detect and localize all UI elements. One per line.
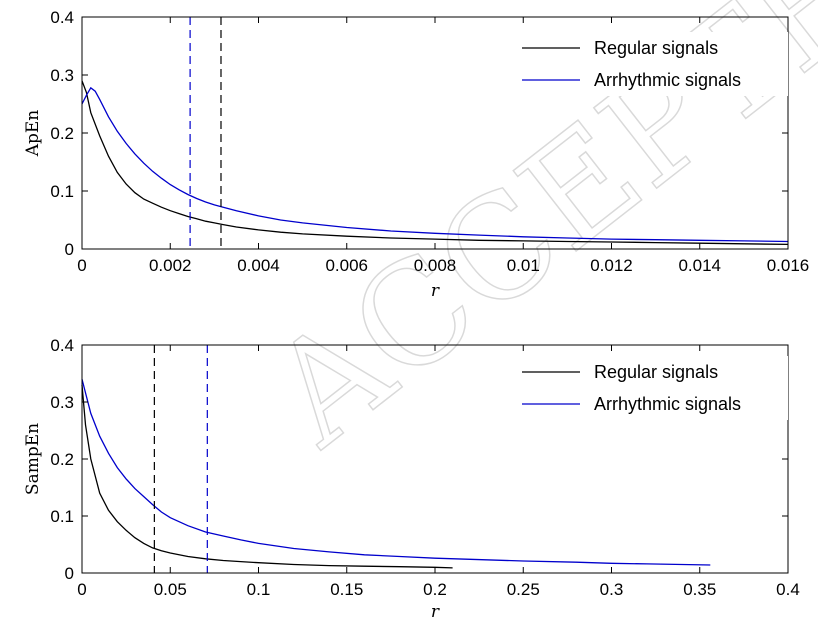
y-axis-label: ApEn <box>23 110 43 158</box>
x-tick-label: 0.004 <box>237 256 280 275</box>
x-tick-label: 0.3 <box>600 580 624 599</box>
legend-label: Arrhythmic signals <box>594 394 741 414</box>
x-tick-label: 0.4 <box>776 580 800 599</box>
x-tick-label: 0.012 <box>590 256 633 275</box>
apen-panel: 0 0.002 0.004 0.006 0.008 0.01 0.012 0.014 0.016… <box>23 8 809 301</box>
x-tick-label: 0 <box>77 256 86 275</box>
x-tick-label: 0 <box>77 580 86 599</box>
sampen-panel: 0 0.05 0.1 0.15 0.2 0.25 0.3 0.35 0.4 0 0.1 0.2 0.3 0… <box>23 336 800 622</box>
x-tick-label: 0.1 <box>247 580 271 599</box>
x-tick-label: 0.25 <box>507 580 540 599</box>
y-tick-label: 0.1 <box>50 182 74 201</box>
y-tick-label: 0 <box>65 564 74 583</box>
x-tick-label: 0.35 <box>683 580 716 599</box>
legend-label: Arrhythmic signals <box>594 70 741 90</box>
x-tick-label: 0.016 <box>767 256 810 275</box>
y-tick-label: 0 <box>65 240 74 259</box>
y-tick-label: 0.3 <box>50 66 74 85</box>
y-tick-label: 0.2 <box>50 124 74 143</box>
y-tick-label: 0.4 <box>50 8 74 27</box>
legend-box <box>520 356 788 420</box>
x-tick-label: 0.01 <box>507 256 540 275</box>
series-line-arrhythmic-signals <box>81 379 711 566</box>
x-tick-label: 0.15 <box>330 580 363 599</box>
x-tick-label: 0.002 <box>149 256 192 275</box>
y-tick-label: 0.1 <box>50 507 74 526</box>
x-tick-label: 0.05 <box>154 580 187 599</box>
legend-label: Regular signals <box>594 38 718 58</box>
x-axis-label: r <box>431 602 440 622</box>
x-tick-label: 0.2 <box>423 580 447 599</box>
legend-box <box>520 32 788 96</box>
y-tick-label: 0.4 <box>50 336 74 355</box>
y-tick-label: 0.2 <box>50 450 74 469</box>
series-line-regular-signals <box>81 384 453 569</box>
x-tick-label: 0.014 <box>678 256 721 275</box>
x-axis-label: r <box>431 281 440 301</box>
legend-label: Regular signals <box>594 362 718 382</box>
series-line-regular-signals <box>81 80 789 246</box>
y-tick-label: 0.3 <box>50 393 74 412</box>
y-axis-label: SampEn <box>23 423 43 495</box>
series-line-arrhythmic-signals <box>81 86 789 243</box>
x-tick-label: 0.008 <box>414 256 457 275</box>
x-tick-label: 0.006 <box>325 256 368 275</box>
